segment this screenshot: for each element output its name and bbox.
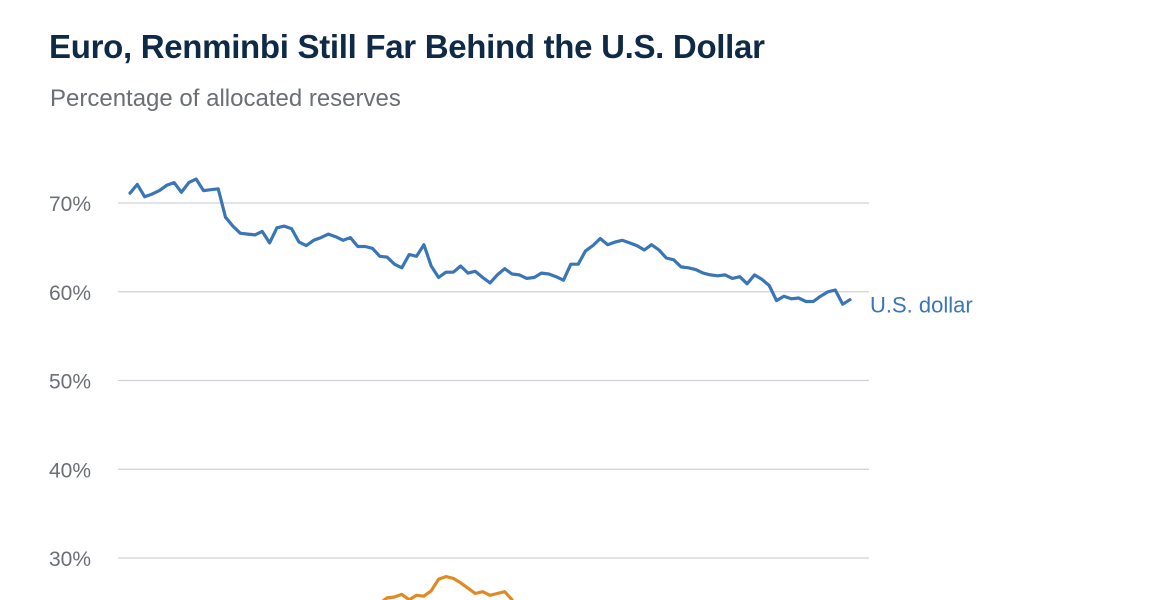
chart-title: Euro, Renminbi Still Far Behind the U.S.…	[49, 28, 765, 65]
series-line-us-dollar	[128, 177, 852, 306]
y-tick-label: 40%	[49, 459, 91, 482]
chart-subtitle: Percentage of allocated reserves	[50, 85, 401, 112]
y-tick-label: 50%	[49, 371, 91, 394]
series-label-us-dollar: U.S. dollar	[870, 293, 973, 318]
y-tick-label: 70%	[49, 193, 91, 216]
y-tick-label: 60%	[49, 282, 91, 305]
series-line-orange	[381, 575, 514, 600]
y-tick-label: 30%	[49, 548, 91, 571]
